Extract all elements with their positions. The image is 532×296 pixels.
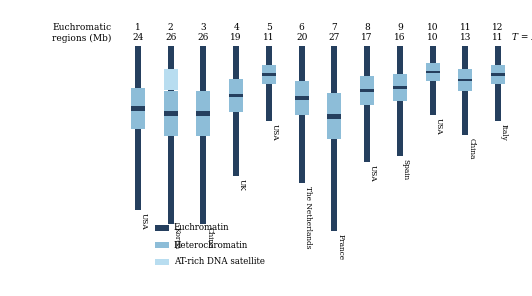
Text: 17: 17	[361, 33, 373, 43]
Bar	[233, 46, 239, 176]
Text: Euchromatin: Euchromatin	[174, 223, 229, 232]
Bar	[155, 259, 169, 265]
Bar	[327, 93, 342, 139]
Bar	[495, 46, 501, 121]
Bar	[131, 107, 145, 110]
Text: 6: 6	[299, 23, 304, 33]
Bar	[491, 73, 505, 76]
Bar	[196, 112, 211, 116]
Text: 3: 3	[201, 23, 206, 33]
Text: 4: 4	[234, 23, 239, 33]
Text: USA: USA	[435, 118, 443, 134]
Bar	[262, 73, 276, 76]
Text: Korea: Korea	[173, 227, 181, 249]
Bar	[429, 46, 436, 115]
Text: 10: 10	[427, 33, 438, 43]
Text: 11: 11	[263, 33, 275, 43]
Bar	[458, 69, 472, 91]
Text: UK: UK	[238, 179, 246, 191]
Text: 8: 8	[364, 23, 370, 33]
Bar	[295, 81, 309, 115]
Bar	[201, 46, 206, 224]
Bar	[131, 88, 145, 129]
Bar	[298, 46, 305, 183]
Text: 24: 24	[132, 33, 144, 43]
Bar	[360, 76, 374, 105]
Text: France: France	[336, 234, 344, 260]
Bar	[168, 46, 174, 224]
Text: 5: 5	[266, 23, 272, 33]
Bar	[135, 46, 141, 210]
Bar	[155, 242, 169, 248]
Bar	[393, 74, 407, 101]
Text: Spain: Spain	[402, 159, 410, 180]
Text: China: China	[205, 227, 213, 249]
Bar	[229, 79, 243, 112]
Text: USA: USA	[369, 165, 377, 182]
Text: The Netherlands: The Netherlands	[304, 186, 312, 249]
Text: USA: USA	[271, 124, 279, 141]
Text: 1: 1	[135, 23, 141, 33]
Text: 12: 12	[492, 23, 504, 33]
Bar	[196, 91, 211, 136]
Text: 2: 2	[168, 23, 173, 33]
Bar	[229, 94, 243, 97]
Bar	[164, 91, 178, 136]
Text: 16: 16	[394, 33, 405, 43]
Text: Italy: Italy	[500, 124, 508, 141]
Bar	[360, 89, 374, 92]
Bar	[426, 71, 439, 73]
Text: 19: 19	[230, 33, 242, 43]
Text: 20: 20	[296, 33, 307, 43]
Text: 26: 26	[165, 33, 177, 43]
Text: 13: 13	[460, 33, 471, 43]
Text: Heterochromatin: Heterochromatin	[174, 240, 248, 250]
Bar	[266, 46, 272, 121]
Bar	[331, 46, 337, 231]
Bar	[295, 96, 309, 100]
Bar	[393, 86, 407, 89]
Bar	[364, 46, 370, 163]
Bar	[397, 46, 403, 156]
Text: T = 220: T = 220	[512, 33, 532, 43]
Text: 7: 7	[331, 23, 337, 33]
Bar	[155, 225, 169, 231]
Text: 27: 27	[329, 33, 340, 43]
Bar	[164, 112, 178, 116]
Bar	[262, 65, 276, 84]
Bar	[458, 79, 472, 81]
Text: 26: 26	[198, 33, 209, 43]
Text: 11: 11	[460, 23, 471, 33]
Text: AT-rich DNA satellite: AT-rich DNA satellite	[174, 258, 265, 266]
Text: 9: 9	[397, 23, 403, 33]
Text: Euchromatic: Euchromatic	[52, 23, 111, 33]
Text: regions (Mb): regions (Mb)	[52, 33, 111, 43]
Bar	[462, 46, 468, 135]
Text: 11: 11	[492, 33, 504, 43]
Bar	[491, 65, 505, 84]
Text: 10: 10	[427, 23, 438, 33]
Text: China: China	[467, 138, 475, 160]
Text: USA: USA	[140, 213, 148, 230]
Bar	[426, 63, 439, 81]
Bar	[327, 114, 342, 119]
Bar	[164, 69, 178, 90]
